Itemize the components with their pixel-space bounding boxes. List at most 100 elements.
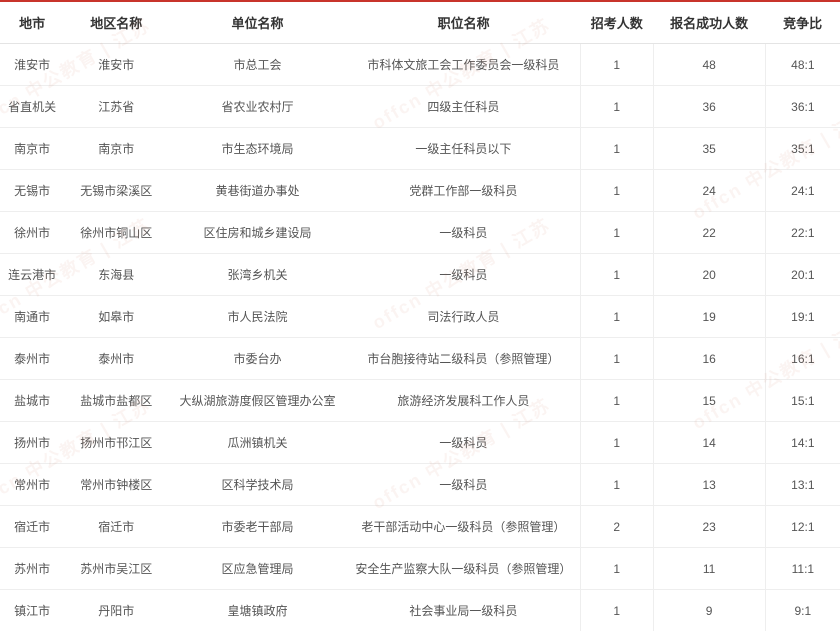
cell-unit: 市人民法院 (168, 296, 347, 338)
cell-position: 旅游经济发展科工作人员 (347, 380, 581, 422)
cell-ratio: 35:1 (765, 128, 840, 170)
cell-city: 南通市 (0, 296, 64, 338)
cell-city: 省直机关 (0, 86, 64, 128)
col-header-unit: 单位名称 (168, 1, 347, 44)
cell-ratio: 14:1 (765, 422, 840, 464)
cell-unit: 大纵湖旅游度假区管理办公室 (168, 380, 347, 422)
cell-position: 一级科员 (347, 422, 581, 464)
cell-applied: 36 (653, 86, 765, 128)
table-header-row: 地市 地区名称 单位名称 职位名称 招考人数 报名成功人数 竞争比 (0, 1, 840, 44)
cell-region: 徐州市铜山区 (64, 212, 168, 254)
cell-city: 盐城市 (0, 380, 64, 422)
col-header-ratio: 竞争比 (765, 1, 840, 44)
cell-region: 常州市钟楼区 (64, 464, 168, 506)
cell-ratio: 22:1 (765, 212, 840, 254)
cell-applied: 48 (653, 44, 765, 86)
cell-ratio: 20:1 (765, 254, 840, 296)
cell-unit: 区科学技术局 (168, 464, 347, 506)
cell-applied: 24 (653, 170, 765, 212)
cell-region: 泰州市 (64, 338, 168, 380)
cell-region: 南京市 (64, 128, 168, 170)
cell-recruit: 1 (580, 422, 653, 464)
cell-unit: 市总工会 (168, 44, 347, 86)
table-row: 南通市如皋市市人民法院司法行政人员11919:1 (0, 296, 840, 338)
cell-applied: 11 (653, 548, 765, 590)
cell-position: 安全生产监察大队一级科员（参照管理） (347, 548, 581, 590)
cell-city: 无锡市 (0, 170, 64, 212)
cell-recruit: 1 (580, 296, 653, 338)
table-row: 宿迁市宿迁市市委老干部局老干部活动中心一级科员（参照管理）22312:1 (0, 506, 840, 548)
cell-unit: 市委台办 (168, 338, 347, 380)
cell-position: 一级科员 (347, 464, 581, 506)
cell-applied: 35 (653, 128, 765, 170)
cell-recruit: 2 (580, 506, 653, 548)
cell-applied: 14 (653, 422, 765, 464)
cell-ratio: 36:1 (765, 86, 840, 128)
cell-region: 无锡市梁溪区 (64, 170, 168, 212)
table-row: 连云港市东海县张湾乡机关一级科员12020:1 (0, 254, 840, 296)
cell-region: 丹阳市 (64, 590, 168, 631)
table-row: 常州市常州市钟楼区区科学技术局一级科员11313:1 (0, 464, 840, 506)
cell-position: 社会事业局一级科员 (347, 590, 581, 631)
col-header-city: 地市 (0, 1, 64, 44)
cell-region: 扬州市邗江区 (64, 422, 168, 464)
competition-table: 地市 地区名称 单位名称 职位名称 招考人数 报名成功人数 竞争比 淮安市淮安市… (0, 0, 840, 631)
cell-city: 泰州市 (0, 338, 64, 380)
table-row: 盐城市盐城市盐都区大纵湖旅游度假区管理办公室旅游经济发展科工作人员11515:1 (0, 380, 840, 422)
table-row: 泰州市泰州市市委台办市台胞接待站二级科员（参照管理）11616:1 (0, 338, 840, 380)
cell-unit: 黄巷街道办事处 (168, 170, 347, 212)
cell-position: 老干部活动中心一级科员（参照管理） (347, 506, 581, 548)
cell-ratio: 15:1 (765, 380, 840, 422)
cell-region: 盐城市盐都区 (64, 380, 168, 422)
cell-ratio: 16:1 (765, 338, 840, 380)
cell-unit: 皇塘镇政府 (168, 590, 347, 631)
table-row: 徐州市徐州市铜山区区住房和城乡建设局一级科员12222:1 (0, 212, 840, 254)
cell-applied: 13 (653, 464, 765, 506)
cell-unit: 瓜洲镇机关 (168, 422, 347, 464)
cell-unit: 区住房和城乡建设局 (168, 212, 347, 254)
col-header-applied: 报名成功人数 (653, 1, 765, 44)
cell-applied: 16 (653, 338, 765, 380)
cell-city: 连云港市 (0, 254, 64, 296)
cell-city: 宿迁市 (0, 506, 64, 548)
cell-position: 一级科员 (347, 254, 581, 296)
cell-city: 淮安市 (0, 44, 64, 86)
cell-region: 淮安市 (64, 44, 168, 86)
cell-recruit: 1 (580, 590, 653, 631)
table-row: 镇江市丹阳市皇塘镇政府社会事业局一级科员199:1 (0, 590, 840, 631)
cell-position: 一级科员 (347, 212, 581, 254)
cell-recruit: 1 (580, 44, 653, 86)
col-header-recruit: 招考人数 (580, 1, 653, 44)
cell-unit: 省农业农村厅 (168, 86, 347, 128)
cell-applied: 9 (653, 590, 765, 631)
cell-ratio: 12:1 (765, 506, 840, 548)
cell-unit: 市生态环境局 (168, 128, 347, 170)
cell-recruit: 1 (580, 212, 653, 254)
cell-city: 徐州市 (0, 212, 64, 254)
table-row: 无锡市无锡市梁溪区黄巷街道办事处党群工作部一级科员12424:1 (0, 170, 840, 212)
cell-recruit: 1 (580, 128, 653, 170)
cell-ratio: 9:1 (765, 590, 840, 631)
cell-region: 苏州市吴江区 (64, 548, 168, 590)
cell-applied: 15 (653, 380, 765, 422)
cell-unit: 张湾乡机关 (168, 254, 347, 296)
cell-applied: 20 (653, 254, 765, 296)
cell-region: 如皋市 (64, 296, 168, 338)
cell-applied: 23 (653, 506, 765, 548)
cell-recruit: 1 (580, 464, 653, 506)
cell-applied: 19 (653, 296, 765, 338)
cell-recruit: 1 (580, 338, 653, 380)
table-body: 淮安市淮安市市总工会市科体文旅工会工作委员会一级科员14848:1省直机关江苏省… (0, 44, 840, 631)
cell-position: 党群工作部一级科员 (347, 170, 581, 212)
table-row: 省直机关江苏省省农业农村厅四级主任科员13636:1 (0, 86, 840, 128)
cell-recruit: 1 (580, 86, 653, 128)
cell-city: 苏州市 (0, 548, 64, 590)
cell-city: 南京市 (0, 128, 64, 170)
cell-position: 市科体文旅工会工作委员会一级科员 (347, 44, 581, 86)
cell-recruit: 1 (580, 254, 653, 296)
cell-region: 江苏省 (64, 86, 168, 128)
cell-region: 宿迁市 (64, 506, 168, 548)
cell-ratio: 19:1 (765, 296, 840, 338)
cell-position: 一级主任科员以下 (347, 128, 581, 170)
cell-recruit: 1 (580, 170, 653, 212)
